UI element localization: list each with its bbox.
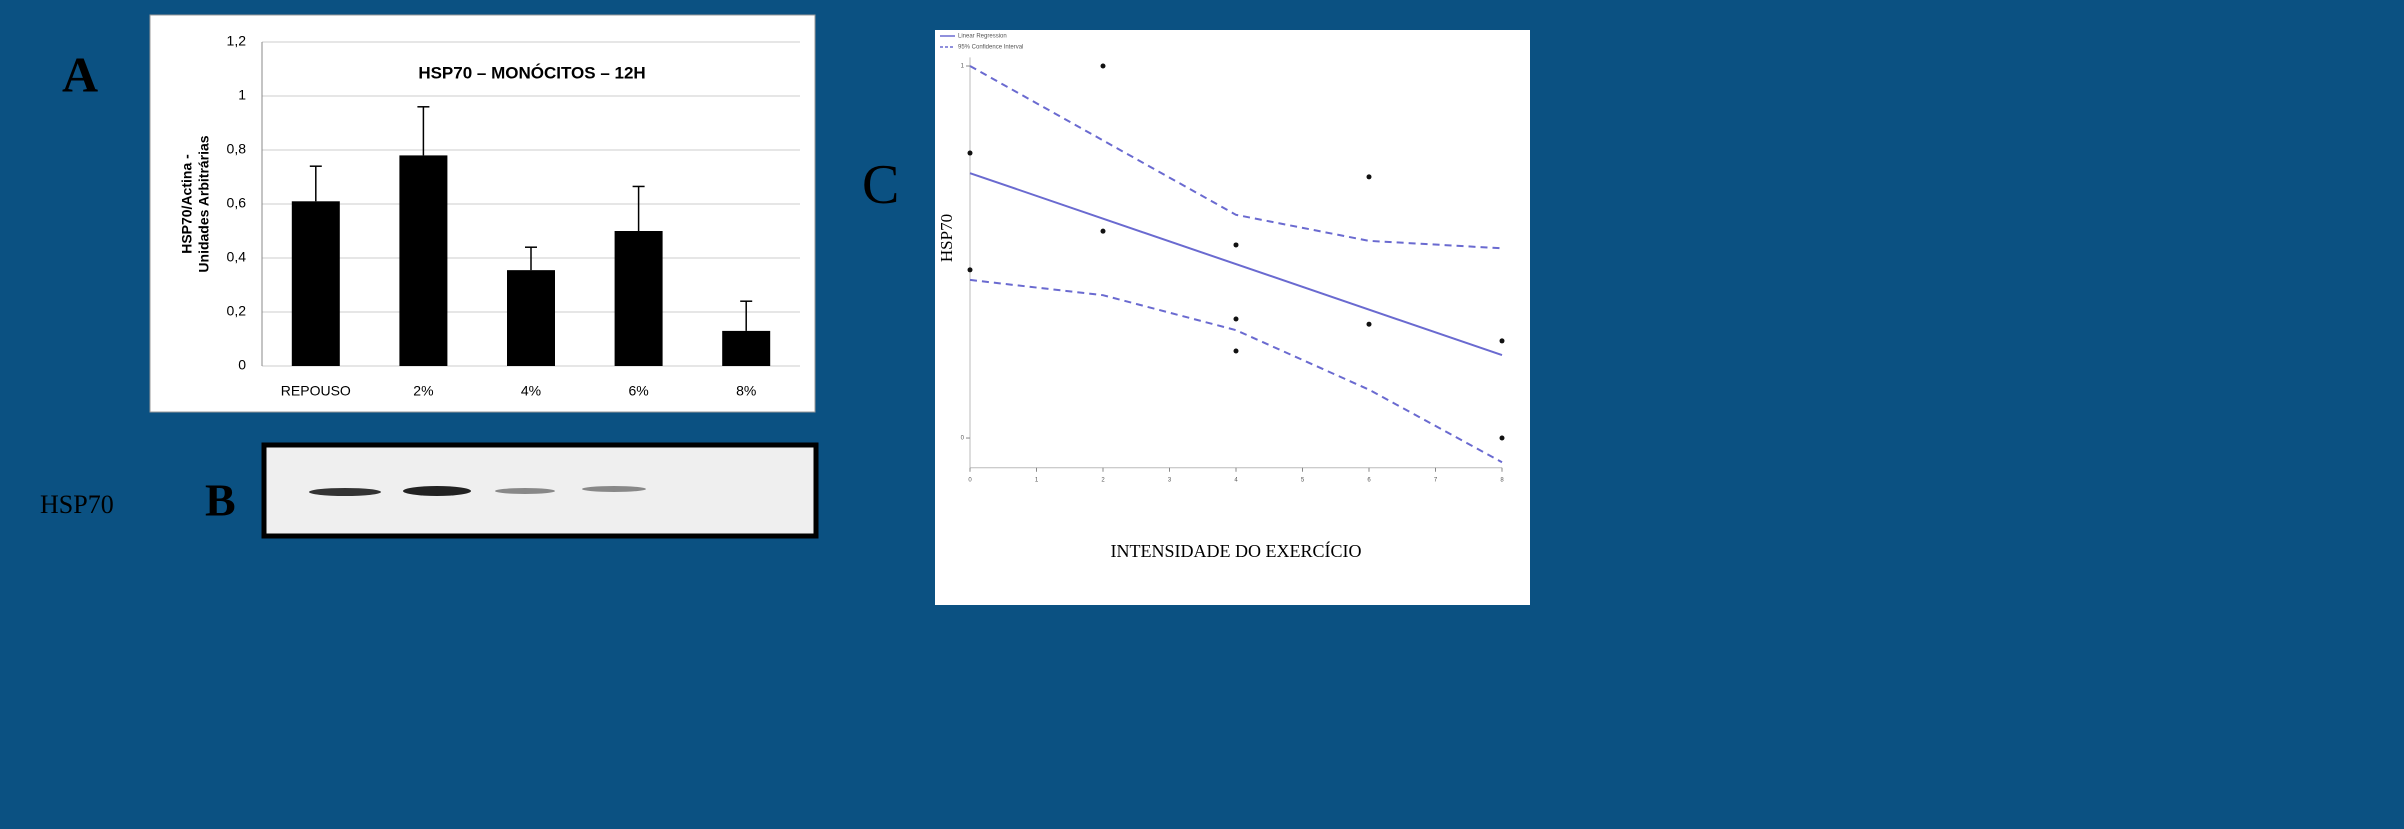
- point: [1500, 338, 1505, 343]
- bar: [507, 270, 555, 366]
- point: [1101, 229, 1106, 234]
- point: [1367, 322, 1372, 327]
- y-tick-label: 1,2: [227, 33, 247, 49]
- x-tick-label: 8%: [736, 383, 756, 399]
- blot-band: [309, 488, 381, 496]
- x-tick-label: 2%: [413, 383, 433, 399]
- bar: [292, 201, 340, 366]
- point: [1234, 348, 1239, 353]
- y-tick-label: 0,6: [227, 195, 247, 211]
- point: [1367, 174, 1372, 179]
- page: HSP70 B A C 0 0,2 0,4 0,6 0,8 1 1,2 HSP70 – MON…: [0, 0, 2404, 824]
- y-axis-label: HSP70: [937, 214, 956, 262]
- panel-label: A: [62, 46, 98, 102]
- x-axis-label: INTENSIDADE DO EXERCÍCIO: [1111, 540, 1362, 561]
- chart-title: HSP70 – MONÓCITOS – 12H: [418, 63, 645, 82]
- point: [1234, 316, 1239, 321]
- x-tick-label: 4%: [521, 383, 541, 399]
- blot-band: [582, 486, 646, 492]
- point: [1500, 436, 1505, 441]
- x-tick-label: REPOUSO: [281, 383, 351, 399]
- panel-label: C: [862, 154, 899, 216]
- y-tick-label: 0,4: [227, 249, 247, 265]
- bar: [722, 331, 770, 366]
- y-axis-label: Unidades Arbitrárias: [196, 135, 212, 272]
- blot-band: [495, 488, 555, 494]
- blot: [264, 445, 816, 536]
- x-tick-label: 6%: [628, 383, 648, 399]
- blot-band: [403, 486, 471, 496]
- point: [968, 151, 973, 156]
- blot-row-label: HSP70: [40, 490, 114, 519]
- panel-label: B: [205, 475, 236, 526]
- point: [1101, 64, 1106, 69]
- point: [968, 267, 973, 272]
- bar: [615, 231, 663, 366]
- legend-label: 95% Confidence Interval: [958, 45, 1023, 51]
- bar: [399, 155, 447, 366]
- panel-c-bg: [935, 30, 1530, 605]
- figure: HSP70 B A C 0 0,2 0,4 0,6 0,8 1 1,2 HSP70 – MON…: [0, 0, 2404, 824]
- y-tick-label: 1: [238, 87, 246, 103]
- y-tick-label: 0,2: [227, 303, 247, 319]
- y-tick-label: 0,8: [227, 141, 247, 157]
- point: [1234, 242, 1239, 247]
- y-tick-label: 0: [238, 357, 246, 373]
- y-axis-label: HSP70/Actina -: [179, 154, 195, 254]
- legend-label: Linear Regression: [958, 34, 1007, 40]
